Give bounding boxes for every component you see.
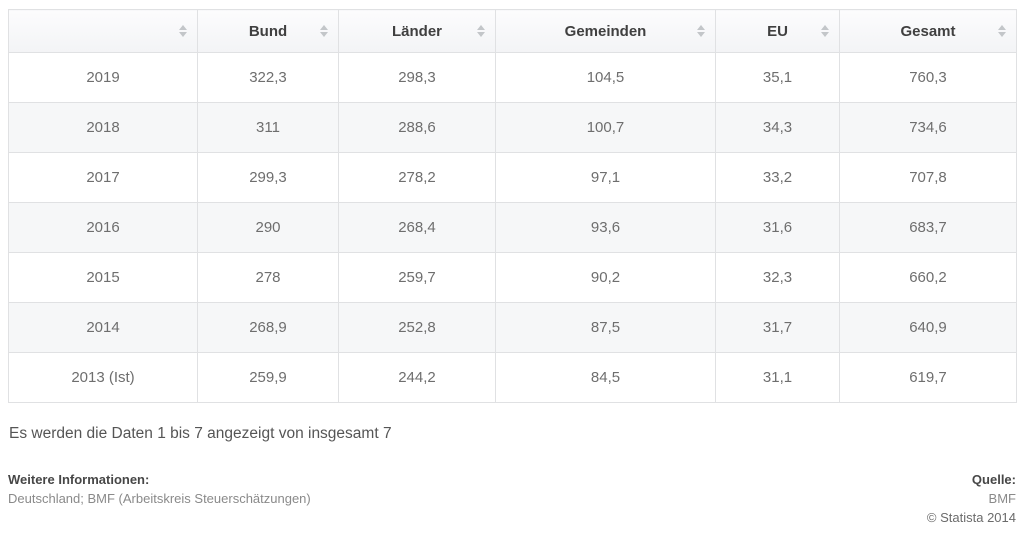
column-header-label: EU <box>767 22 788 40</box>
column-header-eu[interactable]: EU <box>715 9 840 53</box>
column-header-year[interactable] <box>8 9 198 53</box>
more-information-label: Weitere Informationen: <box>8 472 150 487</box>
table-row: 2018 311 288,6 100,7 34,3 734,6 <box>8 102 1017 153</box>
table-cell: 619,7 <box>839 352 1017 403</box>
row-year-cell: 2016 <box>8 202 198 253</box>
column-header-label: Bund <box>248 22 288 40</box>
data-table: Bund Länder Gemeinden EU Gesamt 2019 322,3 298… <box>8 9 1017 403</box>
row-year-cell: 2017 <box>8 152 198 203</box>
table-cell: 97,1 <box>495 152 716 203</box>
table-cell: 299,3 <box>197 152 339 203</box>
table-cell: 322,3 <box>197 52 339 103</box>
column-header-gemeinden[interactable]: Gemeinden <box>495 9 716 53</box>
more-information-text: Deutschland; BMF (Arbeitskreis Steuersch… <box>8 491 311 506</box>
table-cell: 259,9 <box>197 352 339 403</box>
table-cell: 31,6 <box>715 202 840 253</box>
sort-icon <box>998 25 1006 37</box>
table-row: 2019 322,3 298,3 104,5 35,1 760,3 <box>8 52 1017 103</box>
table-cell: 35,1 <box>715 52 840 103</box>
pagination-info: Es werden die Daten 1 bis 7 angezeigt vo… <box>9 425 392 442</box>
source-block: Quelle: BMF © Statista 2014 <box>927 470 1016 527</box>
column-header-laender[interactable]: Länder <box>338 9 496 53</box>
table-cell: 278 <box>197 252 339 303</box>
table-cell: 268,9 <box>197 302 339 353</box>
table-cell: 93,6 <box>495 202 716 253</box>
table-cell: 268,4 <box>338 202 496 253</box>
table-cell: 87,5 <box>495 302 716 353</box>
table-cell: 252,8 <box>338 302 496 353</box>
sort-icon <box>697 25 705 37</box>
table-row: 2017 299,3 278,2 97,1 33,2 707,8 <box>8 152 1017 203</box>
column-header-label: Länder <box>391 22 442 40</box>
table-cell: 290 <box>197 202 339 253</box>
table-cell: 288,6 <box>338 102 496 153</box>
sort-icon <box>477 25 485 37</box>
table-cell: 104,5 <box>495 52 716 103</box>
source-label: Quelle: <box>971 472 1016 487</box>
more-information-block: Weitere Informationen: Deutschland; BMF … <box>8 470 311 527</box>
column-header-label: Gesamt <box>900 22 956 40</box>
table-row: 2013 (Ist) 259,9 244,2 84,5 31,1 619,7 <box>8 352 1017 403</box>
row-year-cell: 2014 <box>8 302 198 353</box>
row-year-cell: 2015 <box>8 252 198 303</box>
table-cell: 33,2 <box>715 152 840 203</box>
table-row: 2016 290 268,4 93,6 31,6 683,7 <box>8 202 1017 253</box>
table-cell: 32,3 <box>715 252 840 303</box>
table-cell: 31,7 <box>715 302 840 353</box>
column-header-label: Gemeinden <box>564 22 647 40</box>
table-cell: 84,5 <box>495 352 716 403</box>
table-cell: 311 <box>197 102 339 153</box>
row-year-cell: 2019 <box>8 52 198 103</box>
table-cell: 278,2 <box>338 152 496 203</box>
table-header-row: Bund Länder Gemeinden EU Gesamt <box>8 9 1017 53</box>
table-body: 2019 322,3 298,3 104,5 35,1 760,3 2018 311 288,6… <box>8 52 1017 403</box>
table-cell: 31,1 <box>715 352 840 403</box>
table-cell: 259,7 <box>338 252 496 303</box>
table-cell: 683,7 <box>839 202 1017 253</box>
table-row: 2014 268,9 252,8 87,5 31,7 640,9 <box>8 302 1017 353</box>
copyright: © Statista 2014 <box>926 510 1016 525</box>
table-cell: 760,3 <box>839 52 1017 103</box>
table-cell: 707,8 <box>839 152 1017 203</box>
table-row: 2015 278 259,7 90,2 32,3 660,2 <box>8 252 1017 303</box>
sort-icon <box>821 25 829 37</box>
row-year-cell: 2013 (Ist) <box>8 352 198 403</box>
source-text: BMF <box>988 491 1016 506</box>
table-cell: 90,2 <box>495 252 716 303</box>
table-cell: 244,2 <box>338 352 496 403</box>
row-year-cell: 2018 <box>8 102 198 153</box>
table-cell: 100,7 <box>495 102 716 153</box>
column-header-gesamt[interactable]: Gesamt <box>839 9 1017 53</box>
table-cell: 660,2 <box>839 252 1017 303</box>
sort-icon <box>320 25 328 37</box>
table-cell: 34,3 <box>715 102 840 153</box>
column-header-bund[interactable]: Bund <box>197 9 339 53</box>
table-cell: 640,9 <box>839 302 1017 353</box>
footer: Weitere Informationen: Deutschland; BMF … <box>8 470 1016 527</box>
table-cell: 734,6 <box>839 102 1017 153</box>
sort-icon <box>179 25 187 37</box>
table-cell: 298,3 <box>338 52 496 103</box>
